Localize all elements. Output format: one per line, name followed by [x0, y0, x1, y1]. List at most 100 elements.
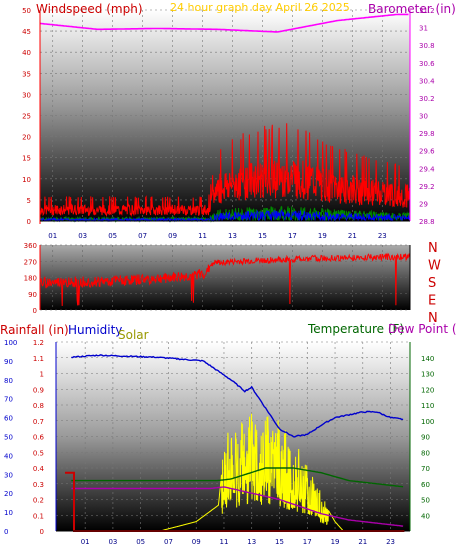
x-tick-label: 17	[303, 538, 312, 546]
baro-y-tick: 28.8	[419, 218, 435, 226]
temperature-y-tick: 40	[421, 512, 430, 520]
temperature-y-tick: 100	[421, 418, 434, 426]
x-tick-label: 13	[247, 538, 256, 546]
barometer-label: Barometer (in)	[368, 2, 456, 16]
humidity-y-tick: 20	[4, 490, 13, 498]
windspeed-label: Windspeed (mph)	[36, 2, 143, 16]
temperature-y-tick: 70	[421, 465, 430, 473]
temperature-label: Temperature (F)	[307, 322, 404, 336]
rain-y-tick: 0.4	[33, 465, 45, 473]
x-tick-label: 15	[258, 232, 267, 240]
compass-label: W	[428, 259, 441, 274]
humidity-y-tick: 30	[4, 471, 13, 479]
temperature-y-tick: 60	[421, 481, 430, 489]
rain-y-tick: 1.2	[33, 339, 44, 347]
x-tick-label: 13	[228, 232, 237, 240]
baro-y-tick: 30.8	[419, 42, 435, 50]
baro-y-tick: 29	[419, 200, 428, 208]
baro-y-tick: 30.2	[419, 95, 435, 103]
temperature-y-tick: 140	[421, 355, 434, 363]
compass-label: N	[428, 241, 438, 256]
baro-y-tick: 29.8	[419, 130, 435, 138]
baro-y-tick: 30.4	[419, 77, 435, 85]
wind-y-tick: 40	[22, 49, 31, 57]
x-tick-label: 11	[220, 538, 229, 546]
axes: 0510152025303540455028.82929.229.429.629…	[4, 7, 441, 546]
x-tick-label: 07	[164, 538, 173, 546]
wind-y-tick: 30	[22, 91, 31, 99]
x-tick-label: 11	[198, 232, 207, 240]
wind-direction-line	[39, 252, 411, 307]
direction-y-tick: 0	[33, 307, 37, 315]
wind-y-tick: 5	[27, 197, 31, 205]
x-tick-label: 05	[108, 232, 117, 240]
humidity-line	[71, 354, 404, 438]
compass-label: S	[428, 276, 436, 291]
x-tick-label: 03	[108, 538, 117, 546]
wind-y-tick: 10	[22, 176, 31, 184]
humidity-y-tick: 90	[4, 358, 13, 366]
compass-label: E	[428, 294, 436, 309]
direction-y-tick: 270	[24, 258, 37, 266]
baro-y-tick: 30	[419, 113, 428, 121]
temperature-y-tick: 130	[421, 371, 434, 379]
wind-y-tick: 25	[22, 113, 31, 121]
x-tick-label: 15	[275, 538, 284, 546]
x-tick-label: 09	[168, 232, 177, 240]
temperature-y-tick: 90	[421, 434, 430, 442]
rain-y-tick: 0.9	[33, 386, 44, 394]
wind-y-tick: 45	[22, 28, 31, 36]
x-tick-label: 23	[386, 538, 395, 546]
temperature-y-tick: 110	[421, 402, 434, 410]
x-tick-label: 03	[78, 232, 87, 240]
dewpoint-label: Dew Point (F)	[388, 322, 456, 336]
x-tick-label: 21	[358, 538, 367, 546]
baro-y-tick: 31.2	[419, 7, 435, 15]
x-tick-label: 07	[138, 232, 147, 240]
baro-y-tick: 30.6	[419, 60, 435, 68]
rain-y-tick: 1	[40, 371, 44, 379]
humidity-y-tick: 70	[4, 396, 13, 404]
x-tick-label: 19	[331, 538, 340, 546]
x-tick-label: 19	[318, 232, 327, 240]
rain-y-tick: 0	[40, 528, 44, 536]
rainfall-label: Rainfall (in)	[0, 323, 69, 337]
rain-y-tick: 1.1	[33, 355, 44, 363]
humidity-y-tick: 0	[4, 528, 8, 536]
x-tick-label: 21	[348, 232, 357, 240]
humidity-y-tick: 80	[4, 377, 13, 385]
rain-y-tick: 0.7	[33, 418, 44, 426]
wind-y-tick: 15	[22, 155, 31, 163]
direction-y-tick: 90	[28, 291, 37, 299]
baro-y-tick: 29.4	[419, 165, 435, 173]
wind-y-tick: 50	[22, 7, 31, 15]
wind-y-tick: 35	[22, 70, 31, 78]
rain-y-tick: 0.2	[33, 497, 44, 505]
x-tick-label: 05	[136, 538, 145, 546]
baro-y-tick: 29.2	[419, 183, 435, 191]
rain-y-tick: 0.8	[33, 402, 44, 410]
humidity-y-tick: 10	[4, 509, 13, 517]
solar-line	[159, 413, 344, 532]
humidity-y-tick: 50	[4, 434, 13, 442]
x-tick-label: 23	[378, 232, 387, 240]
chart-title: 24 hour graph day April 26 2025	[170, 1, 350, 14]
x-tick-label: 17	[288, 232, 297, 240]
humidity-y-tick: 100	[4, 339, 17, 347]
humidity-y-tick: 60	[4, 415, 13, 423]
temperature-y-tick: 80	[421, 449, 430, 457]
rain-y-tick: 0.6	[33, 434, 45, 442]
humidity-label: Humidity	[68, 323, 122, 337]
rain-y-tick: 0.3	[33, 481, 44, 489]
barometer-line	[39, 13, 409, 33]
x-tick-label: 01	[48, 232, 57, 240]
temperature-line	[71, 486, 404, 527]
solar-label: Solar	[118, 328, 149, 342]
compass-label: N	[428, 311, 438, 326]
rain-y-tick: 0.1	[33, 512, 44, 520]
rain-y-tick: 0.5	[33, 449, 44, 457]
wind-speed-line	[39, 209, 411, 223]
x-tick-label: 09	[192, 538, 201, 546]
direction-y-tick: 360	[24, 242, 37, 250]
